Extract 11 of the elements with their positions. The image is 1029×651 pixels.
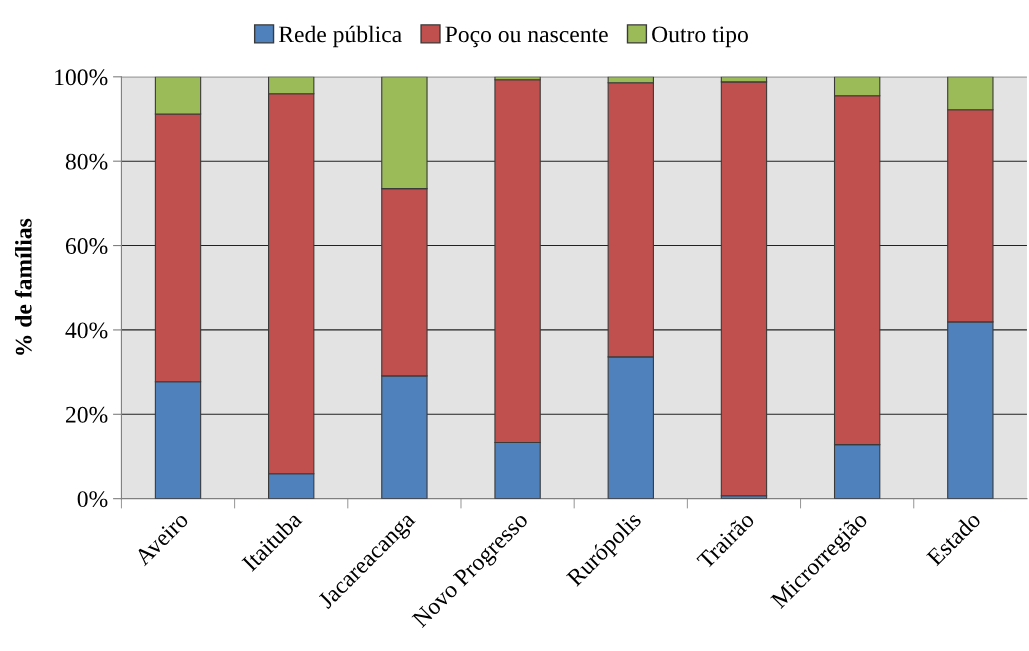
legend-label: Poço ou nascente [445, 26, 608, 48]
bar [720, 81, 768, 497]
legend-label: Outro tipo [652, 26, 748, 48]
y-axis-title: % de famílias [14, 218, 32, 355]
legend-label: Rede pública [278, 25, 402, 48]
y-tick-label: 20% [65, 406, 108, 423]
y-tick-label: 80% [65, 153, 108, 170]
y-tick-label: 60% [65, 238, 108, 255]
y-tick-label: 100% [55, 69, 108, 86]
y-tick-label: 0% [77, 491, 108, 508]
y-tick-label: 40% [65, 322, 108, 339]
